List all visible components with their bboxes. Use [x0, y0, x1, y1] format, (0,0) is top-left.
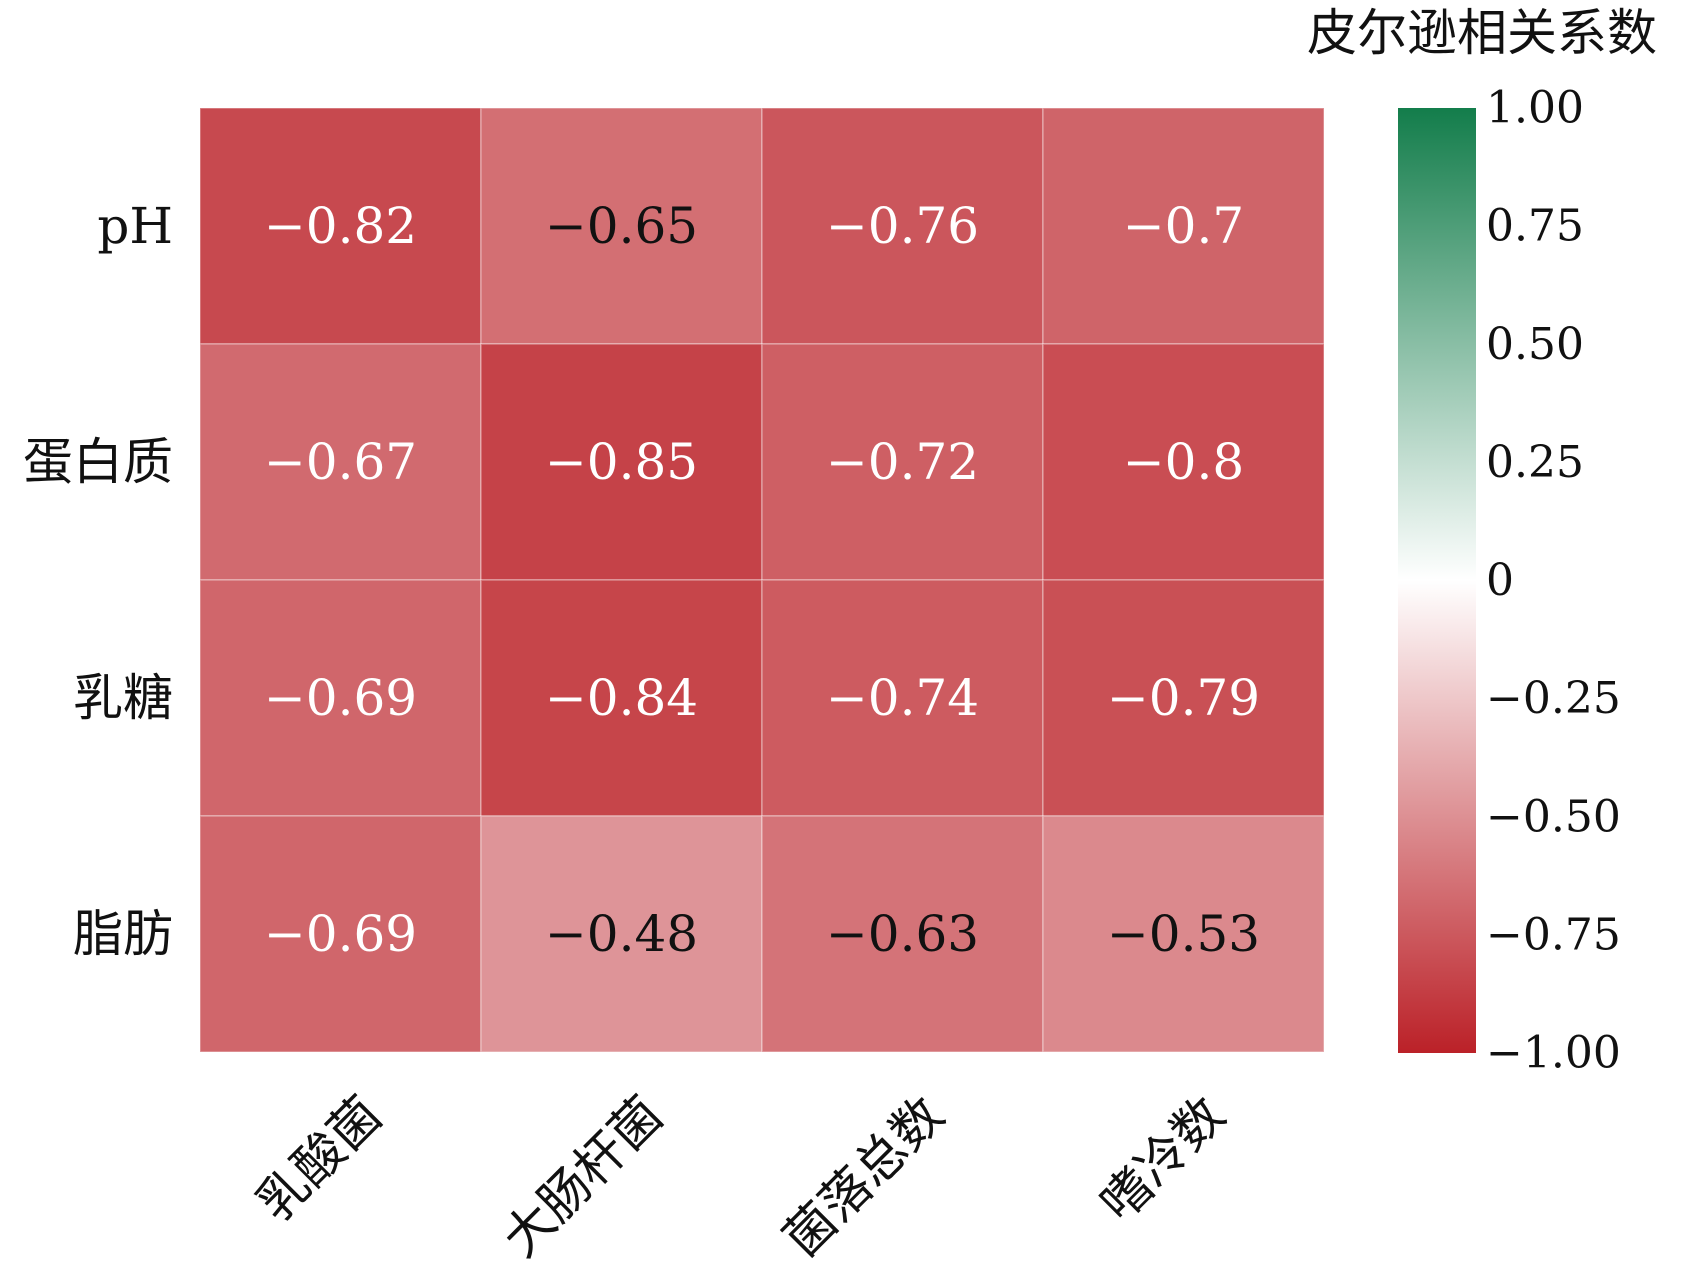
row-label: 脂肪 — [73, 905, 173, 963]
cell-value-label: −0.74 — [826, 669, 979, 727]
heatmap-cell — [199, 107, 482, 345]
heatmap-cell — [761, 815, 1044, 1053]
heatmap-cells — [199, 107, 1325, 1053]
column-label: 大肠杆菌 — [492, 1085, 674, 1267]
heatmap-cell — [761, 107, 1044, 345]
colorbar-gradient — [1398, 108, 1476, 1053]
heatmap-cell — [1042, 343, 1325, 581]
cell-value-label: −0.8 — [1123, 433, 1244, 491]
cell-value-labels: −0.82 −0.65 −0.76 −0.7 −0.67 −0.85 −0.72 −0.8 −0… — [264, 197, 1260, 963]
heatmap-cell — [761, 343, 1044, 581]
colorbar-tick-label: 0.50 — [1486, 319, 1584, 370]
colorbar-tick-label: −0.50 — [1486, 791, 1621, 842]
heatmap-cell — [480, 343, 763, 581]
colorbar-tick-label: 0.75 — [1486, 201, 1584, 252]
cell-value-label: −0.72 — [826, 433, 979, 491]
cell-value-label: −0.82 — [264, 197, 417, 255]
cell-value-label: −0.84 — [545, 669, 698, 727]
column-label: 菌落总数 — [773, 1085, 955, 1267]
cell-value-label: −0.69 — [264, 905, 417, 963]
row-label: 乳糖 — [73, 669, 173, 727]
cell-value-label: −0.76 — [826, 197, 979, 255]
cell-value-label: −0.65 — [545, 197, 698, 255]
heatmap-cell — [480, 107, 763, 345]
row-label: 蛋白质 — [23, 433, 173, 491]
column-labels: 乳酸菌 大肠杆菌 菌落总数 嗜冷数 — [246, 1085, 1236, 1267]
heatmap-cell — [1042, 815, 1325, 1053]
heatmap-cell — [480, 815, 763, 1053]
heatmap-cell — [1042, 579, 1325, 817]
cell-value-label: −0.69 — [264, 669, 417, 727]
cell-value-label: −0.53 — [1107, 905, 1260, 963]
heatmap-cell — [199, 343, 482, 581]
colorbar-tick-label: −0.25 — [1486, 673, 1621, 724]
heatmap-cell — [199, 815, 482, 1053]
colorbar-tick-labels: 1.00 0.75 0.50 0.25 0 −0.25 −0.50 −0.75 −1.00 — [1486, 83, 1621, 1079]
cell-value-label: −0.67 — [264, 433, 417, 491]
colorbar-tick-label: −1.00 — [1486, 1028, 1621, 1079]
cell-value-label: −0.85 — [545, 433, 698, 491]
cell-value-label: −0.79 — [1107, 669, 1260, 727]
cell-value-label: −0.48 — [545, 905, 698, 963]
column-label: 乳酸菌 — [246, 1085, 393, 1232]
heatmap-cell — [1042, 107, 1325, 345]
column-label: 嗜冷数 — [1089, 1085, 1236, 1232]
colorbar-title: 皮尔逊相关系数 — [1307, 4, 1657, 62]
colorbar-tick-label: 1.00 — [1486, 83, 1584, 134]
cell-value-label: −0.7 — [1123, 197, 1244, 255]
colorbar-tick-label: −0.75 — [1486, 909, 1621, 960]
row-label: pH — [97, 197, 173, 255]
heatmap-cell — [480, 579, 763, 817]
colorbar — [1398, 108, 1476, 1053]
cell-value-label: −0.63 — [826, 905, 979, 963]
colorbar-tick-label: 0 — [1486, 555, 1514, 606]
colorbar-tick-label: 0.25 — [1486, 437, 1584, 488]
